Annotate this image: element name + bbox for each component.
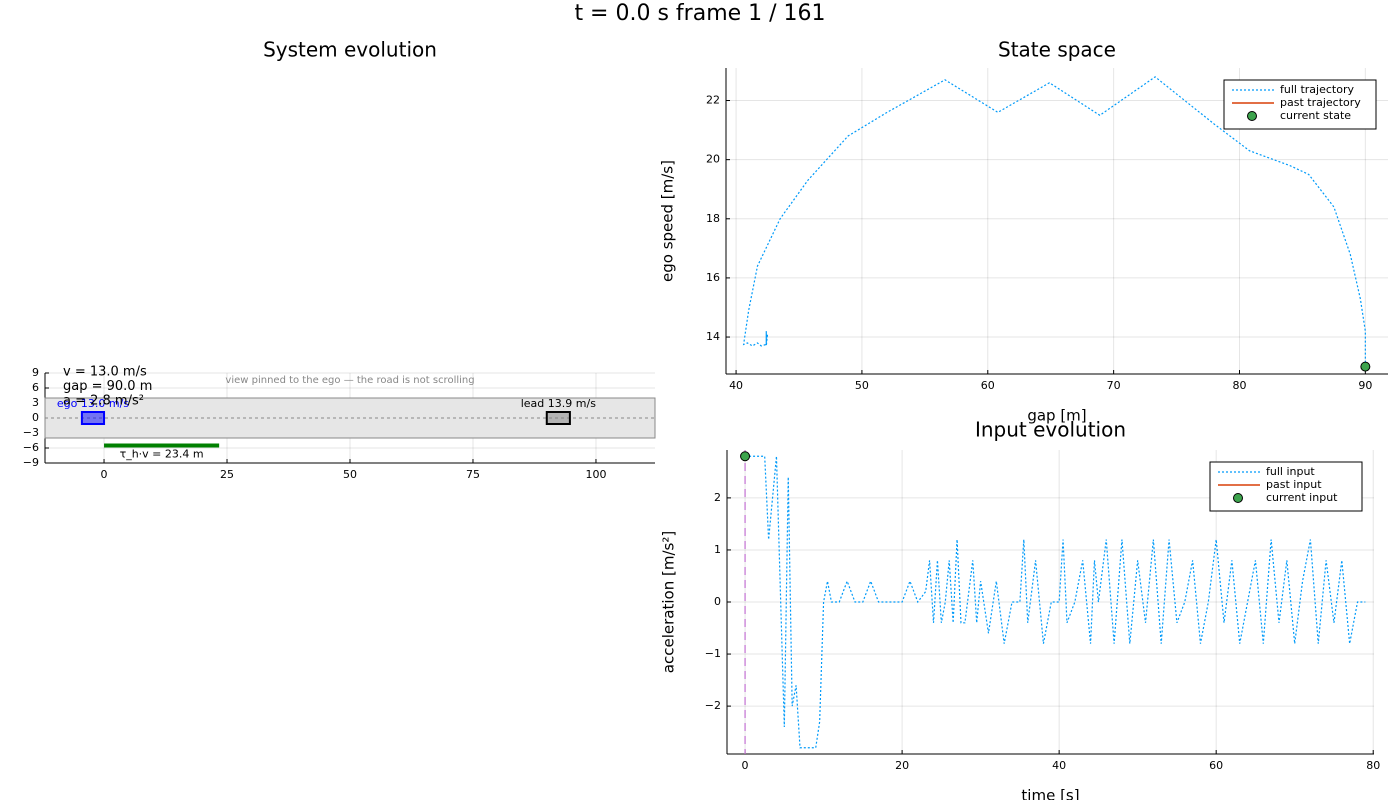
- ego-car: [80, 411, 106, 425]
- chart-title: Input evolution: [975, 418, 1126, 442]
- x-tick-label: 0: [101, 468, 108, 481]
- figure-title: t = 0.0 s frame 1 / 161: [574, 1, 825, 26]
- legend-label: full input: [1266, 465, 1315, 478]
- y-tick-label: −6: [23, 441, 39, 454]
- x-tick-label: 50: [343, 468, 357, 481]
- ego-label: ego 13.0 m/s: [57, 397, 129, 410]
- y-tick-label: −3: [23, 426, 39, 439]
- y-tick-label: 0: [714, 595, 721, 608]
- x-tick-label: 40: [729, 379, 743, 392]
- legend-box: [1223, 79, 1377, 130]
- y-tick-label: −9: [23, 456, 39, 469]
- legend-swatch: [1233, 493, 1243, 503]
- y-tick-label: 6: [32, 381, 39, 394]
- x-tick-label: 20: [895, 759, 909, 772]
- headway-label: τ_h·v = 23.4 m: [120, 448, 204, 461]
- current-point: [740, 451, 751, 462]
- y-tick-label: −2: [705, 699, 721, 712]
- info-text: a = 2.8 m/s²: [63, 394, 144, 409]
- info-text: v = 13.0 m/s: [63, 365, 147, 380]
- x-tick-label: 80: [1366, 759, 1380, 772]
- x-tick-label: 70: [1107, 379, 1121, 392]
- legend-box: [1209, 461, 1363, 512]
- legend-swatch: [1247, 111, 1257, 121]
- x-tick-label: 40: [1052, 759, 1066, 772]
- chart-title: System evolution: [263, 38, 437, 62]
- y-tick-label: 3: [32, 396, 39, 409]
- x-tick-label: 50: [855, 379, 869, 392]
- y-tick-label: 0: [32, 411, 39, 424]
- x-tick-label: 80: [1232, 379, 1246, 392]
- x-tick-label: 90: [1358, 379, 1372, 392]
- x-tick-label: 25: [220, 468, 234, 481]
- x-tick-label: 60: [1209, 759, 1223, 772]
- note: view pinned to the ego — the road is not…: [225, 375, 474, 386]
- y-tick-label: 18: [706, 212, 720, 225]
- y-tick-label: 1: [714, 543, 721, 556]
- legend-label: past input: [1266, 478, 1322, 491]
- x-tick-label: 60: [981, 379, 995, 392]
- x-axis-label: time [s]: [1021, 787, 1079, 800]
- chart-title: State space: [998, 38, 1116, 62]
- y-tick-label: 2: [714, 491, 721, 504]
- y-tick-label: 20: [706, 153, 720, 166]
- y-axis-label: ego speed [m/s]: [659, 160, 677, 282]
- lead-label: lead 13.9 m/s: [521, 397, 596, 410]
- current-point: [1360, 361, 1371, 372]
- x-axis-label: gap [m]: [1027, 407, 1086, 425]
- x-tick-label: 100: [585, 468, 606, 481]
- series-line: [745, 455, 1366, 749]
- y-tick-label: 16: [706, 271, 720, 284]
- y-tick-label: 9: [32, 366, 39, 379]
- y-tick-label: −1: [705, 647, 721, 660]
- legend-label: current state: [1280, 109, 1351, 122]
- lead-car: [545, 411, 571, 425]
- x-tick-label: 75: [466, 468, 480, 481]
- legend-label: current input: [1266, 491, 1338, 504]
- y-tick-label: 14: [706, 330, 720, 343]
- info-text: gap = 90.0 m: [63, 379, 152, 394]
- x-tick-label: 0: [742, 759, 749, 772]
- legend-label: full trajectory: [1280, 83, 1354, 96]
- y-axis-label: acceleration [m/s²]: [660, 531, 678, 673]
- legend-label: past trajectory: [1280, 96, 1361, 109]
- y-tick-label: 22: [706, 94, 720, 107]
